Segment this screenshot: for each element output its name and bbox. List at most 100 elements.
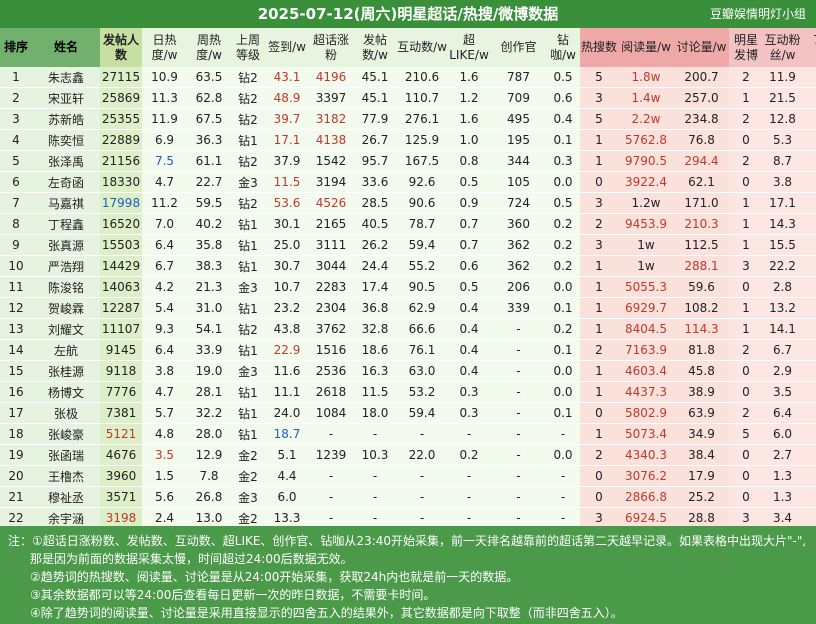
cell-superlike: 0.5 <box>447 276 491 298</box>
cell-hot-search: 5 <box>580 108 618 130</box>
cell-interactions: 210.6 <box>397 67 447 88</box>
cell-level: 钻1 <box>231 234 265 256</box>
cell-posters: 3571 <box>100 486 142 508</box>
cell-seven-day-gain: 3.1 <box>802 129 816 151</box>
cell-interactions: 62.9 <box>397 297 447 319</box>
title-bar: 2025-07-12(周六)明星超话/热搜/微博数据 豆瓣娱情明灯小组 <box>0 0 816 28</box>
cell-level: 钻1 <box>231 423 265 445</box>
cell-rank: 4 <box>0 129 32 151</box>
cell-name: 张极 <box>32 402 100 424</box>
table-row: 7 马嘉祺 17998 11.2 59.5 钻2 53.6 4526 28.5 90.6 0.9 72… <box>0 192 816 214</box>
cell-level: 钻1 <box>231 381 265 403</box>
cell-checkin: 6.0 <box>265 486 309 508</box>
table-row: 12 贺峻霖 12287 5.4 31.0 钻1 23.2 2304 36.8 62.9 0.4 33… <box>0 297 816 319</box>
cell-interactions: - <box>397 507 447 529</box>
cell-interactions: - <box>397 423 447 445</box>
cell-seven-day-gain: 1.8 <box>802 276 816 298</box>
cell-weekly-heat: 21.3 <box>187 276 231 298</box>
cell-name: 宋亚轩 <box>32 87 100 109</box>
cell-followers-gain: 2536 <box>309 360 353 382</box>
cell-creators: 724 <box>491 192 546 214</box>
cell-reads: 2866.8 <box>618 486 674 508</box>
cell-creators: - <box>491 444 546 466</box>
cell-hot-search: 0 <box>580 171 618 193</box>
cell-seven-day-gain: 1.5 <box>802 444 816 466</box>
cell-checkin: 37.9 <box>265 150 309 172</box>
cell-followers-gain: 3044 <box>309 255 353 277</box>
cell-posts: 18.6 <box>353 339 397 361</box>
table-row: 21 穆祉丞 3571 5.6 26.8 金3 6.0- - - - - -0 2866.8 25.2 0 1… <box>0 486 816 508</box>
cell-discussions: 38.9 <box>674 381 729 403</box>
cell-level: 钻1 <box>231 213 265 235</box>
cell-star-posts: 0 <box>729 129 763 151</box>
cell-creators: 495 <box>491 108 546 130</box>
cell-reads: 1.4w <box>618 87 674 109</box>
cell-superlike: 0.8 <box>447 150 491 172</box>
cell-star-posts: 2 <box>729 402 763 424</box>
cell-star-posts: 2 <box>729 108 763 130</box>
cell-discussions: 108.2 <box>674 297 729 319</box>
cell-hot-search: 2 <box>580 213 618 235</box>
cell-reads: 1.2w <box>618 192 674 214</box>
cell-diamond: - <box>546 465 580 487</box>
cell-posts: 18.0 <box>353 402 397 424</box>
table-row: 8 丁程鑫 16520 7.0 40.2 钻1 30.1 2165 40.5 78.7 0.7 360… <box>0 213 816 235</box>
cell-creators: - <box>491 507 546 529</box>
cell-daily-heat: 5.6 <box>142 486 187 508</box>
col-interactions-header: 互动数/w <box>397 28 447 67</box>
cell-interacting-fans: 14.3 <box>763 213 802 235</box>
cell-hot-search: 1 <box>580 150 618 172</box>
cell-name: 贺峻霖 <box>32 297 100 319</box>
cell-posts: 33.6 <box>353 171 397 193</box>
cell-diamond: 0.6 <box>546 87 580 109</box>
cell-checkin: 30.1 <box>265 213 309 235</box>
cell-hot-search: 1 <box>580 360 618 382</box>
cell-name: 朱志鑫 <box>32 67 100 88</box>
cell-discussions: 210.3 <box>674 213 729 235</box>
cell-seven-day-gain: 4.9 <box>802 234 816 256</box>
cell-discussions: 171.0 <box>674 192 729 214</box>
cell-weekly-heat: 28.0 <box>187 423 231 445</box>
cell-interactions: 59.4 <box>397 234 447 256</box>
cell-discussions: 257.0 <box>674 87 729 109</box>
cell-diamond: 0.1 <box>546 129 580 151</box>
cell-star-posts: 0 <box>729 444 763 466</box>
cell-posts: 26.7 <box>353 129 397 151</box>
cell-level: 金3 <box>231 171 265 193</box>
cell-superlike: 0.4 <box>447 360 491 382</box>
cell-followers-gain: 4196 <box>309 67 353 88</box>
cell-weekly-heat: 7.8 <box>187 465 231 487</box>
cell-star-posts: 1 <box>729 213 763 235</box>
cell-discussions: 45.8 <box>674 360 729 382</box>
cell-star-posts: 1 <box>729 318 763 340</box>
cell-reads: 5073.4 <box>618 423 674 445</box>
cell-posts: 28.5 <box>353 192 397 214</box>
cell-rank: 17 <box>0 402 32 424</box>
cell-posters: 25355 <box>100 108 142 130</box>
cell-followers-gain: - <box>309 486 353 508</box>
cell-weekly-heat: 38.3 <box>187 255 231 277</box>
cell-interacting-fans: 15.5 <box>763 234 802 256</box>
cell-hot-search: 0 <box>580 465 618 487</box>
cell-interacting-fans: 6.4 <box>763 402 802 424</box>
cell-daily-heat: 4.8 <box>142 423 187 445</box>
cell-interacting-fans: 12.8 <box>763 108 802 130</box>
cell-diamond: - <box>546 507 580 529</box>
cell-reads: 9453.9 <box>618 213 674 235</box>
cell-reads: 1.8w <box>618 67 674 88</box>
cell-superlike: - <box>447 507 491 529</box>
cell-checkin: 43.8 <box>265 318 309 340</box>
cell-name: 刘耀文 <box>32 318 100 340</box>
cell-daily-heat: 6.4 <box>142 339 187 361</box>
cell-seven-day-gain: 2.6 <box>802 108 816 130</box>
cell-diamond: - <box>546 423 580 445</box>
cell-star-posts: 0 <box>729 276 763 298</box>
cell-interacting-fans: 6.7 <box>763 339 802 361</box>
table-row: 14 左航 9145 6.4 33.9 钻1 22.9 1516 18.6 76.1 0.4-0.1… <box>0 339 816 361</box>
cell-interacting-fans: 2.7 <box>763 444 802 466</box>
note-1: 注：①超话日涨粉数、发帖数、互动数、超LIKE、创作官、钻咖从23:40开始采集… <box>8 534 807 548</box>
cell-superlike: 0.2 <box>447 444 491 466</box>
cell-posters: 18330 <box>100 171 142 193</box>
cell-reads: 9790.5 <box>618 150 674 172</box>
cell-posters: 22889 <box>100 129 142 151</box>
